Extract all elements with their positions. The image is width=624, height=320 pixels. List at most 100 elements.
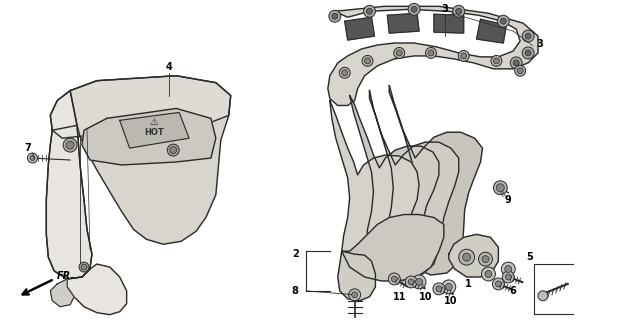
Circle shape (538, 291, 548, 301)
Text: 9: 9 (505, 195, 512, 205)
Circle shape (394, 47, 405, 58)
Circle shape (30, 156, 35, 161)
Text: 10: 10 (419, 292, 433, 302)
Polygon shape (344, 17, 374, 40)
Text: FR.: FR. (57, 271, 76, 281)
Circle shape (453, 5, 465, 17)
Circle shape (428, 50, 434, 56)
Circle shape (388, 273, 400, 285)
Circle shape (167, 144, 179, 156)
Circle shape (332, 13, 338, 19)
Circle shape (426, 47, 436, 58)
Polygon shape (449, 234, 499, 277)
Polygon shape (70, 76, 231, 244)
Circle shape (339, 67, 350, 78)
Circle shape (458, 51, 469, 61)
Text: ⚠: ⚠ (150, 117, 158, 127)
Circle shape (442, 280, 456, 294)
Text: HOT: HOT (145, 128, 164, 137)
Circle shape (329, 10, 341, 22)
Polygon shape (51, 76, 231, 138)
Polygon shape (120, 112, 189, 148)
Circle shape (411, 6, 417, 12)
Circle shape (342, 70, 348, 76)
Circle shape (482, 267, 495, 281)
Circle shape (416, 278, 422, 285)
Circle shape (362, 55, 373, 66)
Circle shape (456, 8, 462, 14)
Circle shape (495, 281, 501, 287)
Circle shape (525, 50, 531, 56)
Circle shape (494, 58, 499, 64)
Polygon shape (46, 91, 92, 279)
Circle shape (170, 147, 177, 154)
Polygon shape (342, 214, 444, 281)
Polygon shape (338, 251, 376, 301)
Text: 7: 7 (24, 143, 31, 153)
Circle shape (517, 68, 523, 74)
Circle shape (81, 264, 87, 270)
Circle shape (505, 274, 511, 280)
Circle shape (525, 33, 531, 39)
Text: 3: 3 (536, 39, 543, 49)
Polygon shape (51, 279, 74, 307)
Text: 5: 5 (527, 252, 534, 262)
Circle shape (446, 284, 452, 290)
Text: 11: 11 (392, 292, 406, 302)
Text: 8: 8 (291, 286, 299, 296)
Circle shape (505, 266, 512, 273)
Circle shape (396, 50, 402, 56)
Text: 1: 1 (466, 279, 472, 289)
Text: 2: 2 (292, 249, 298, 259)
Circle shape (405, 276, 417, 288)
Polygon shape (388, 13, 419, 33)
Circle shape (461, 53, 467, 59)
Circle shape (501, 262, 515, 276)
Circle shape (510, 57, 522, 69)
Polygon shape (330, 100, 419, 279)
Polygon shape (369, 91, 459, 275)
Circle shape (496, 184, 504, 192)
Circle shape (408, 279, 414, 285)
Circle shape (436, 286, 442, 292)
Polygon shape (349, 96, 439, 277)
Circle shape (502, 271, 514, 283)
Circle shape (482, 256, 489, 263)
Circle shape (408, 4, 420, 15)
Polygon shape (82, 108, 216, 165)
Text: 3: 3 (441, 4, 448, 14)
Circle shape (462, 253, 470, 261)
Text: 10: 10 (444, 296, 457, 306)
Circle shape (433, 283, 445, 295)
Circle shape (459, 249, 475, 265)
Circle shape (522, 47, 534, 59)
Polygon shape (328, 6, 538, 106)
Circle shape (492, 278, 504, 290)
Polygon shape (477, 19, 506, 43)
Circle shape (522, 30, 534, 42)
Circle shape (79, 262, 89, 272)
Circle shape (364, 58, 371, 64)
Polygon shape (434, 14, 464, 33)
Circle shape (349, 289, 361, 301)
Text: 6: 6 (510, 286, 517, 296)
Circle shape (500, 18, 506, 24)
Circle shape (412, 275, 426, 289)
Circle shape (63, 138, 77, 152)
Circle shape (513, 60, 519, 66)
Circle shape (515, 65, 525, 76)
Polygon shape (67, 264, 127, 315)
Circle shape (479, 252, 492, 266)
Circle shape (494, 181, 507, 195)
Circle shape (491, 55, 502, 66)
Circle shape (366, 8, 373, 14)
Circle shape (66, 141, 74, 149)
Polygon shape (46, 125, 92, 279)
Circle shape (485, 270, 492, 277)
Circle shape (497, 15, 509, 27)
Circle shape (391, 276, 397, 282)
Circle shape (27, 153, 37, 163)
Circle shape (364, 5, 376, 17)
Text: 4: 4 (166, 62, 173, 72)
Polygon shape (389, 86, 482, 275)
